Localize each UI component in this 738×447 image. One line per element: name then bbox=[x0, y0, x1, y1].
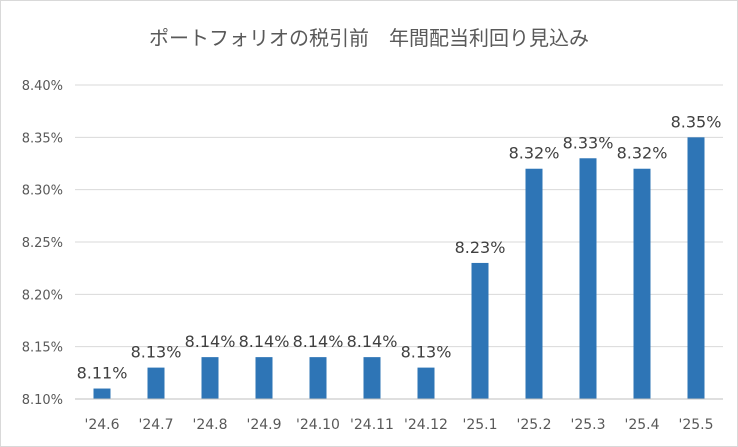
data-label: 8.14% bbox=[293, 332, 344, 351]
bar bbox=[525, 168, 543, 399]
data-label: 8.23% bbox=[455, 238, 506, 257]
chart-title: ポートフォリオの税引前 年間配当利回り見込み bbox=[149, 26, 589, 50]
y-tick-label: 8.40% bbox=[22, 79, 63, 94]
x-tick-label: '24.8 bbox=[192, 417, 227, 433]
bars bbox=[93, 137, 705, 400]
y-tick-label: 8.35% bbox=[22, 131, 63, 146]
x-axis-ticks: '24.6 '24.7 '24.8 '24.9 '24.10 '24.11 '24.12 '2… bbox=[84, 417, 713, 433]
bar bbox=[687, 137, 705, 400]
x-tick-label: '24.12 bbox=[404, 417, 448, 433]
x-tick-label: '25.1 bbox=[462, 417, 497, 433]
data-label: 8.13% bbox=[401, 343, 452, 362]
bar bbox=[417, 367, 435, 399]
y-tick-label: 8.30% bbox=[22, 184, 63, 199]
y-tick-label: 8.15% bbox=[22, 341, 63, 356]
bar bbox=[255, 357, 273, 399]
data-labels: 8.11%8.13%8.14% 8.14% 8.14% 8.14%8.13%8.23%… bbox=[77, 112, 722, 382]
data-label: 8.14% bbox=[347, 332, 398, 351]
x-tick-label: '24.10 bbox=[296, 417, 340, 433]
x-tick-label: '24.11 bbox=[350, 417, 394, 433]
gridlines bbox=[75, 84, 723, 348]
y-tick-label: 8.25% bbox=[22, 236, 63, 251]
x-tick-label: '25.4 bbox=[624, 417, 659, 433]
bar bbox=[633, 168, 651, 399]
bar bbox=[147, 367, 165, 399]
x-tick-label: '25.2 bbox=[516, 417, 551, 433]
data-label: 8.11% bbox=[77, 364, 128, 383]
data-label: 8.14% bbox=[239, 332, 290, 351]
x-tick-label: '25.3 bbox=[570, 417, 605, 433]
y-tick-label: 8.20% bbox=[22, 288, 63, 303]
bar bbox=[309, 357, 327, 399]
y-tick-label: 8.10% bbox=[22, 393, 63, 408]
data-label: 8.35% bbox=[671, 112, 722, 131]
x-tick-label: '24.7 bbox=[138, 417, 173, 433]
data-label: 8.32% bbox=[617, 144, 668, 163]
data-label: 8.14% bbox=[185, 332, 236, 351]
data-label: 8.13% bbox=[131, 343, 182, 362]
data-label: 8.32% bbox=[509, 144, 560, 163]
bar bbox=[579, 158, 597, 399]
bar bbox=[471, 262, 489, 399]
bar bbox=[201, 357, 219, 399]
bar bbox=[363, 357, 381, 399]
data-label: 8.33% bbox=[563, 133, 614, 152]
bar bbox=[93, 388, 111, 399]
x-tick-label: '24.9 bbox=[246, 417, 281, 433]
x-tick-label: '24.6 bbox=[84, 417, 119, 433]
x-tick-label: '25.5 bbox=[678, 417, 713, 433]
y-axis-ticks: 8.10% 8.15% 8.20% 8.25% 8.30% 8.35% 8.40% bbox=[22, 79, 63, 408]
